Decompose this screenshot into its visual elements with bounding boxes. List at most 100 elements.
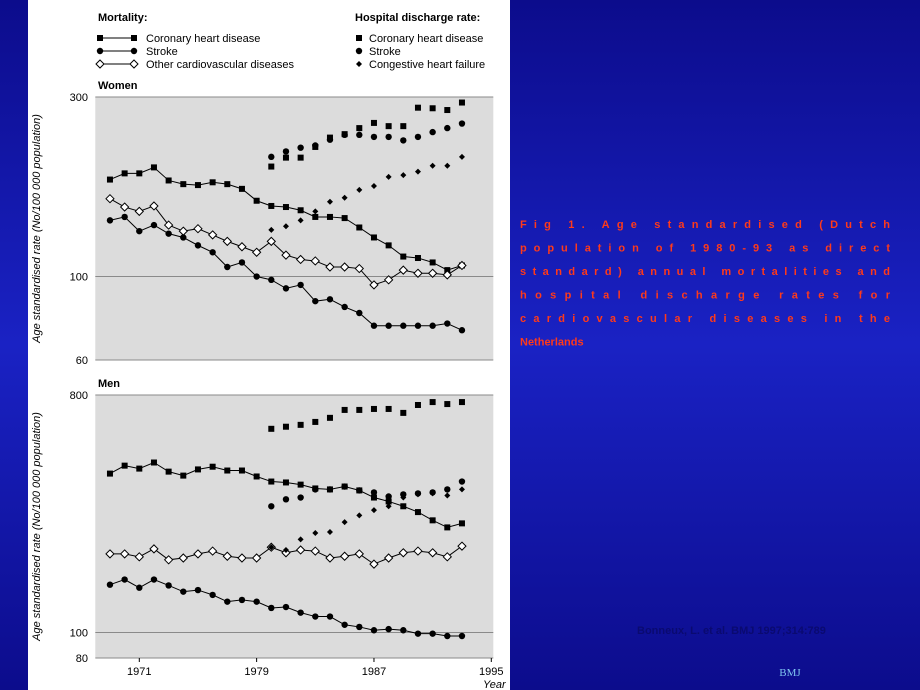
marker-circle [312, 297, 319, 305]
marker-open-diamond [310, 546, 321, 556]
marker-open-diamond [427, 268, 438, 278]
marker-square [282, 423, 289, 430]
marker-circle [194, 242, 202, 249]
marker-open-diamond [251, 247, 262, 257]
marker-open-diamond [163, 555, 174, 565]
marker-open-diamond [207, 546, 218, 556]
marker-square [282, 204, 289, 211]
marker-circle [444, 632, 451, 640]
marker-diamond [385, 503, 392, 510]
marker-open-diamond [325, 553, 335, 563]
marker-open-diamond [119, 202, 130, 212]
marker-circle [121, 213, 128, 221]
marker-diamond [312, 208, 319, 215]
marker-open-diamond [105, 549, 115, 559]
marker-diamond [282, 546, 289, 553]
marker-square [356, 224, 363, 231]
citation: Bonneux, L. et al. BMJ 1997;314:789 [637, 625, 826, 637]
legend-label: Congestive heart failure [369, 59, 485, 71]
marker-open-diamond [207, 230, 218, 240]
marker-circle [209, 591, 216, 599]
marker-circle [341, 131, 348, 139]
marker-circle [429, 322, 436, 329]
marker-circle [458, 120, 466, 127]
marker-square [326, 213, 333, 220]
marker-open-diamond [134, 206, 145, 217]
marker-square [194, 466, 201, 473]
marker-circle [370, 133, 378, 141]
marker-circle [297, 144, 304, 151]
legend-label: Coronary heart disease [146, 33, 260, 45]
marker-diamond [356, 61, 362, 67]
marker-open-diamond [383, 553, 394, 563]
marker-circle [458, 632, 466, 640]
marker-diamond [429, 490, 436, 497]
marker-square [97, 35, 103, 41]
marker-open-diamond [339, 551, 350, 561]
marker-circle [253, 273, 260, 280]
marker-open-diamond [325, 262, 335, 272]
marker-open-diamond [193, 223, 203, 234]
marker-circle [414, 133, 422, 141]
marker-circle [356, 487, 363, 494]
marker-square [268, 202, 275, 209]
marker-square [238, 185, 245, 192]
marker-square [282, 154, 289, 161]
marker-diamond [326, 198, 333, 205]
marker-diamond [370, 183, 377, 190]
y-tick-label: 100 [70, 628, 88, 640]
marker-square [297, 154, 304, 161]
marker-open-diamond [354, 549, 365, 559]
marker-diamond [385, 173, 392, 180]
marker-open-diamond [369, 280, 379, 290]
marker-open-diamond [442, 270, 453, 280]
legend-title: Mortality: [98, 12, 148, 24]
marker-circle [268, 153, 275, 161]
marker-diamond [326, 529, 333, 536]
marker-open-diamond [354, 263, 365, 274]
marker-diamond [414, 168, 421, 175]
marker-circle [341, 621, 348, 628]
marker-circle [385, 322, 392, 329]
marker-circle [282, 603, 290, 611]
marker-circle [312, 486, 319, 493]
marker-circle [312, 613, 319, 620]
marker-circle [136, 227, 143, 235]
marker-circle [180, 588, 187, 595]
marker-circle [444, 486, 451, 493]
marker-diamond [341, 194, 348, 201]
marker-square [106, 470, 113, 477]
marker-square [209, 463, 216, 470]
marker-circle [150, 576, 158, 583]
marker-square [150, 164, 157, 171]
marker-square [136, 465, 143, 472]
marker-diamond [268, 544, 275, 551]
marker-open-diamond [398, 548, 409, 558]
marker-diamond [370, 507, 377, 514]
marker-square [297, 207, 304, 214]
marker-circle [121, 576, 128, 583]
marker-open-diamond [149, 544, 159, 554]
marker-diamond [400, 494, 407, 501]
marker-circle [268, 276, 275, 284]
marker-circle [253, 598, 260, 605]
marker-square [370, 234, 377, 241]
marker-square [400, 253, 407, 260]
marker-circle [370, 627, 378, 634]
marker-circle [268, 503, 275, 510]
marker-open-diamond [119, 549, 130, 559]
marker-circle [444, 320, 451, 327]
marker-circle [370, 322, 378, 329]
marker-open-diamond [457, 541, 467, 551]
marker-square [385, 405, 392, 412]
marker-open-diamond [295, 254, 306, 265]
marker-circle [326, 486, 334, 493]
marker-circle [400, 627, 407, 634]
marker-square [400, 123, 407, 130]
marker-circle [356, 309, 363, 317]
figure: Women Age standardised rate (No/100 000 p… [31, 33, 507, 690]
marker-square [268, 425, 275, 432]
marker-square [312, 213, 319, 220]
marker-circle [194, 586, 202, 594]
y-axis-label: Age standardised rate (No/100 000 popula… [31, 114, 43, 344]
